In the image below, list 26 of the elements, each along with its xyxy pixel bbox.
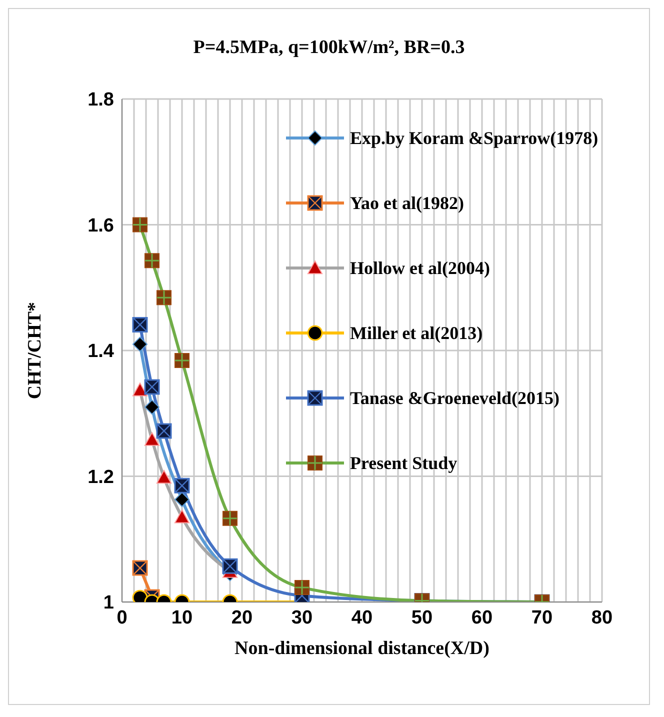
legend-label: Exp.by Koram &Sparrow(1978)	[350, 127, 600, 149]
legend-label: Miller et al(2013)	[350, 322, 484, 344]
legend-label: Present Study	[350, 452, 458, 474]
x-axis-title: Non-dimensional distance(X/D)	[234, 638, 490, 659]
x-tick-label: 20	[231, 607, 253, 628]
legend-label: Tanase &Groeneveld(2015)	[350, 387, 560, 409]
x-tick-label: 60	[471, 607, 493, 628]
x-tick-label: 0	[116, 607, 128, 628]
x-tick-label: 70	[531, 607, 553, 628]
point	[174, 492, 190, 508]
point	[144, 400, 160, 415]
y-axis-title: CHT/CHT*	[24, 302, 46, 400]
legend-label: Yao et al(1982)	[350, 192, 465, 214]
y-tick-label: 1.6	[88, 215, 114, 236]
y-tick-label: 1.2	[88, 466, 114, 488]
legend-label: Hollow et al(2004)	[350, 257, 491, 279]
chart-title: P=4.5MPa, q=100kW/m², BR=0.3	[192, 37, 466, 59]
x-tick-label: 30	[291, 607, 313, 628]
point	[132, 336, 148, 352]
x-tick-label: 50	[411, 607, 433, 628]
y-tick-label: 1.8	[88, 90, 114, 111]
y-tick-label: 1	[103, 592, 114, 614]
y-tick-label: 1.4	[88, 341, 114, 362]
x-tick-label: 10	[171, 607, 193, 628]
x-tick-label: 40	[351, 607, 373, 628]
x-tick-label: 80	[591, 607, 613, 628]
